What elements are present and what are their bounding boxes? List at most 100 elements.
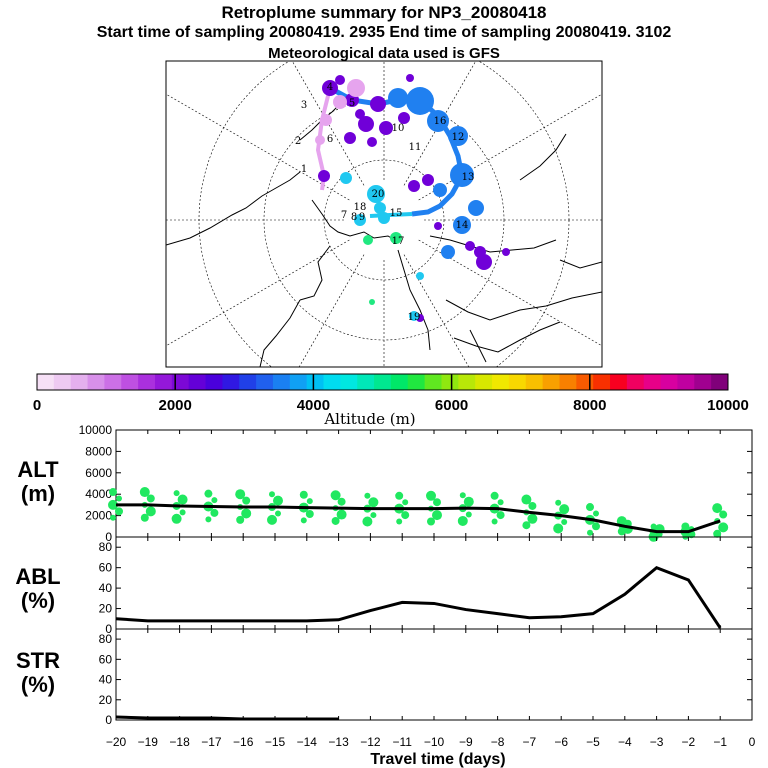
alt-point (330, 490, 341, 501)
trajectory-marker (406, 87, 434, 115)
colorbar-tick-label: 6000 (435, 397, 468, 414)
meridian-line (291, 61, 365, 186)
alt-point (364, 492, 371, 499)
alt-point (299, 490, 308, 499)
alt-point (555, 499, 562, 506)
x-axis-label: Travel time (days) (370, 751, 505, 768)
sampling-times: Start time of sampling 20080419. 2935 En… (96, 24, 672, 41)
colorbar-swatch (711, 374, 729, 390)
str-label: STR (16, 648, 60, 673)
colorbar-swatch (559, 374, 577, 390)
y-tick-label: 40 (99, 581, 113, 595)
colorbar-swatch (121, 374, 139, 390)
time-series-panels: 0200040006000800010000020406080020406080… (79, 423, 756, 749)
alt-point (553, 523, 564, 534)
x-tick-label: −2 (682, 735, 696, 749)
colorbar-tick-label: 8000 (573, 397, 606, 414)
colorbar-swatch (188, 374, 207, 390)
colorbar-swatch (626, 374, 645, 390)
x-tick-label: −7 (523, 735, 537, 749)
trajectory-marker (347, 79, 365, 97)
y-tick-label: 10000 (79, 423, 113, 437)
trajectory-marker (390, 232, 402, 244)
colorbar-swatch (87, 374, 105, 390)
alt-point (527, 513, 538, 524)
alt-point (305, 509, 314, 518)
colorbar-swatch (677, 374, 695, 390)
alt-point (528, 501, 537, 510)
alt-point (171, 513, 182, 524)
y-tick-label: 0 (105, 622, 112, 636)
trajectory-marker (408, 180, 420, 192)
alt-point (300, 517, 307, 524)
alt-point (242, 496, 251, 505)
trajectory-marker (340, 172, 352, 184)
alt-point (522, 521, 531, 530)
x-tick-label: 0 (749, 735, 756, 749)
coastline (445, 291, 602, 321)
trajectory-marker (453, 216, 471, 234)
alt-unit: (m) (21, 481, 55, 506)
day-label: 1 (301, 164, 307, 175)
trajectory-marker (406, 74, 414, 82)
alt-point (521, 494, 532, 505)
day-label: 6 (327, 134, 333, 145)
colorbar-swatch (205, 374, 223, 390)
y-tick-label: 20 (99, 602, 113, 616)
alt-point (204, 489, 213, 498)
trajectory-marker (320, 114, 332, 126)
alt-point (210, 508, 219, 517)
alt-point (491, 518, 498, 525)
trajectory-marker (434, 222, 442, 230)
colorbar-frame (36, 373, 729, 391)
colorbar-tick-label: 0 (33, 397, 41, 414)
y-tick-label: 6000 (85, 466, 112, 480)
trajectory-marker (344, 132, 356, 144)
alt-point (396, 518, 403, 525)
coastline (469, 329, 487, 363)
trajectory-marker (367, 137, 377, 147)
alt-point (337, 497, 346, 506)
x-tick-label: −17 (201, 735, 222, 749)
coastline (166, 171, 301, 246)
day-label: 12 (452, 132, 465, 143)
colorbar-swatch (104, 374, 122, 390)
y-tick-label: 8000 (85, 444, 112, 458)
day-label: 9 (359, 212, 365, 223)
alt-point (496, 511, 505, 520)
trajectory-marker (333, 95, 347, 109)
meridian-line (298, 254, 365, 367)
colorbar-tick-label: 4000 (297, 397, 330, 414)
alt-point (463, 496, 474, 507)
day-label: 7 (341, 210, 347, 221)
alt-point (140, 513, 149, 522)
x-tick-label: −19 (138, 735, 159, 749)
alt-point (592, 522, 600, 531)
day-label: 19 (408, 312, 421, 323)
trajectory-marker (379, 121, 393, 135)
coastline (299, 245, 331, 301)
colorbar-swatch (138, 374, 156, 390)
abl-panel-line (115, 565, 722, 629)
trajectory-marker (388, 88, 408, 108)
trajectory-path-late (369, 212, 413, 218)
alt-point (426, 490, 436, 501)
x-tick-label: −20 (106, 735, 127, 749)
x-tick-label: −16 (233, 735, 254, 749)
colorbar-swatch (424, 374, 442, 390)
colorbar-swatch (37, 374, 55, 390)
x-tick-label: −18 (169, 735, 190, 749)
trajectory-marker (441, 245, 455, 259)
alt-point (115, 507, 123, 516)
day-label: 4 (327, 82, 333, 93)
trajectory-marker (369, 299, 375, 305)
colorbar-swatch (256, 374, 274, 390)
alt-point (146, 494, 155, 503)
alt-point (336, 509, 347, 520)
trajectory-marker (433, 183, 447, 197)
alt-point (362, 516, 373, 527)
colorbar-swatch (542, 374, 560, 390)
coastline (397, 249, 431, 351)
